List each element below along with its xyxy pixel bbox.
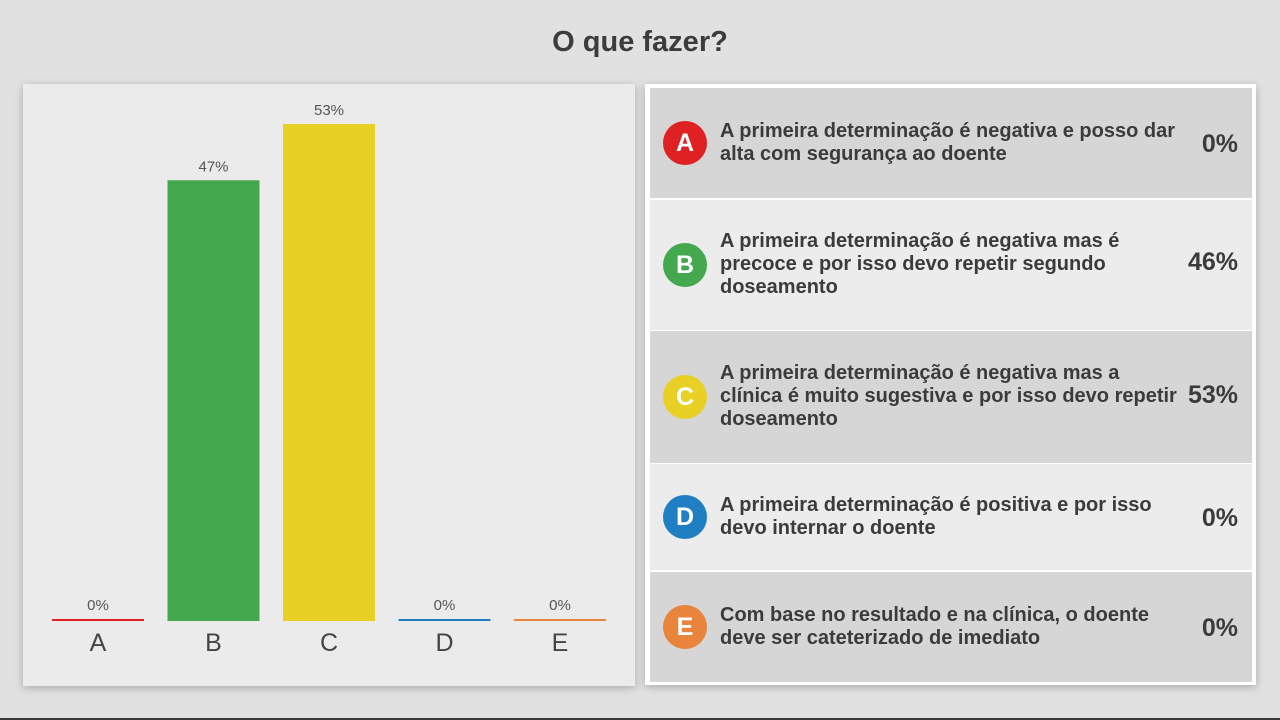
bar-e	[514, 619, 606, 621]
bar-chart-panel: 0% A 47% B 53% C 0% D 0% E	[23, 84, 635, 686]
option-row-c[interactable]: C A primeira determinação é negativa mas…	[650, 331, 1252, 463]
bar-value-label-a: 0%	[87, 597, 109, 614]
option-text-a: A primeira determinação é negativa e pos…	[720, 120, 1175, 165]
option-row-d[interactable]: D A primeira determinação é positiva e p…	[650, 464, 1252, 570]
x-tick-label-c: C	[320, 629, 338, 657]
bar-d	[398, 619, 491, 621]
bar-chart: 0% A 47% B 53% C 0% D 0% E	[52, 102, 606, 657]
bar-value-label-b: 47%	[198, 158, 228, 175]
option-percent-c: 53%	[1187, 381, 1238, 409]
bar-c	[283, 124, 375, 621]
option-text-d: A primeira determinação é positiva e por…	[720, 494, 1152, 539]
bar-value-label-e: 0%	[549, 597, 571, 614]
option-badge-c: C	[663, 375, 707, 419]
option-row-b[interactable]: B A primeira determinação é negativa mas…	[650, 200, 1252, 330]
x-tick-label-e: E	[552, 629, 569, 657]
bar-a	[52, 619, 144, 621]
x-tick-label-b: B	[205, 629, 222, 657]
option-badge-d: D	[663, 495, 707, 539]
option-text-c: A primeira determinação é negativa mas a…	[720, 362, 1177, 430]
answer-options-panel: A A primeira determinação é negativa e p…	[645, 84, 1256, 685]
option-percent-a: 0%	[1201, 130, 1238, 158]
option-text-e: Com base no resultado e na clínica, o do…	[720, 604, 1149, 649]
option-percent-d: 0%	[1201, 504, 1238, 532]
x-tick-label-d: D	[435, 629, 453, 657]
bar-value-label-c: 53%	[314, 102, 344, 119]
x-tick-label-a: A	[90, 629, 107, 657]
option-percent-e: 0%	[1201, 614, 1238, 642]
option-row-a[interactable]: A A primeira determinação é negativa e p…	[650, 88, 1252, 198]
option-badge-b: B	[663, 243, 707, 287]
option-row-e[interactable]: E Com base no resultado e na clínica, o …	[650, 572, 1252, 682]
bar-b	[167, 180, 260, 621]
option-text-b: A primeira determinação é negativa mas é…	[720, 230, 1120, 298]
option-badge-e: E	[663, 605, 707, 649]
page-title: O que fazer?	[552, 26, 728, 58]
option-percent-b: 46%	[1187, 248, 1238, 276]
bottom-border	[0, 718, 1280, 720]
option-badge-a: A	[663, 121, 707, 165]
bar-value-label-d: 0%	[434, 597, 456, 614]
